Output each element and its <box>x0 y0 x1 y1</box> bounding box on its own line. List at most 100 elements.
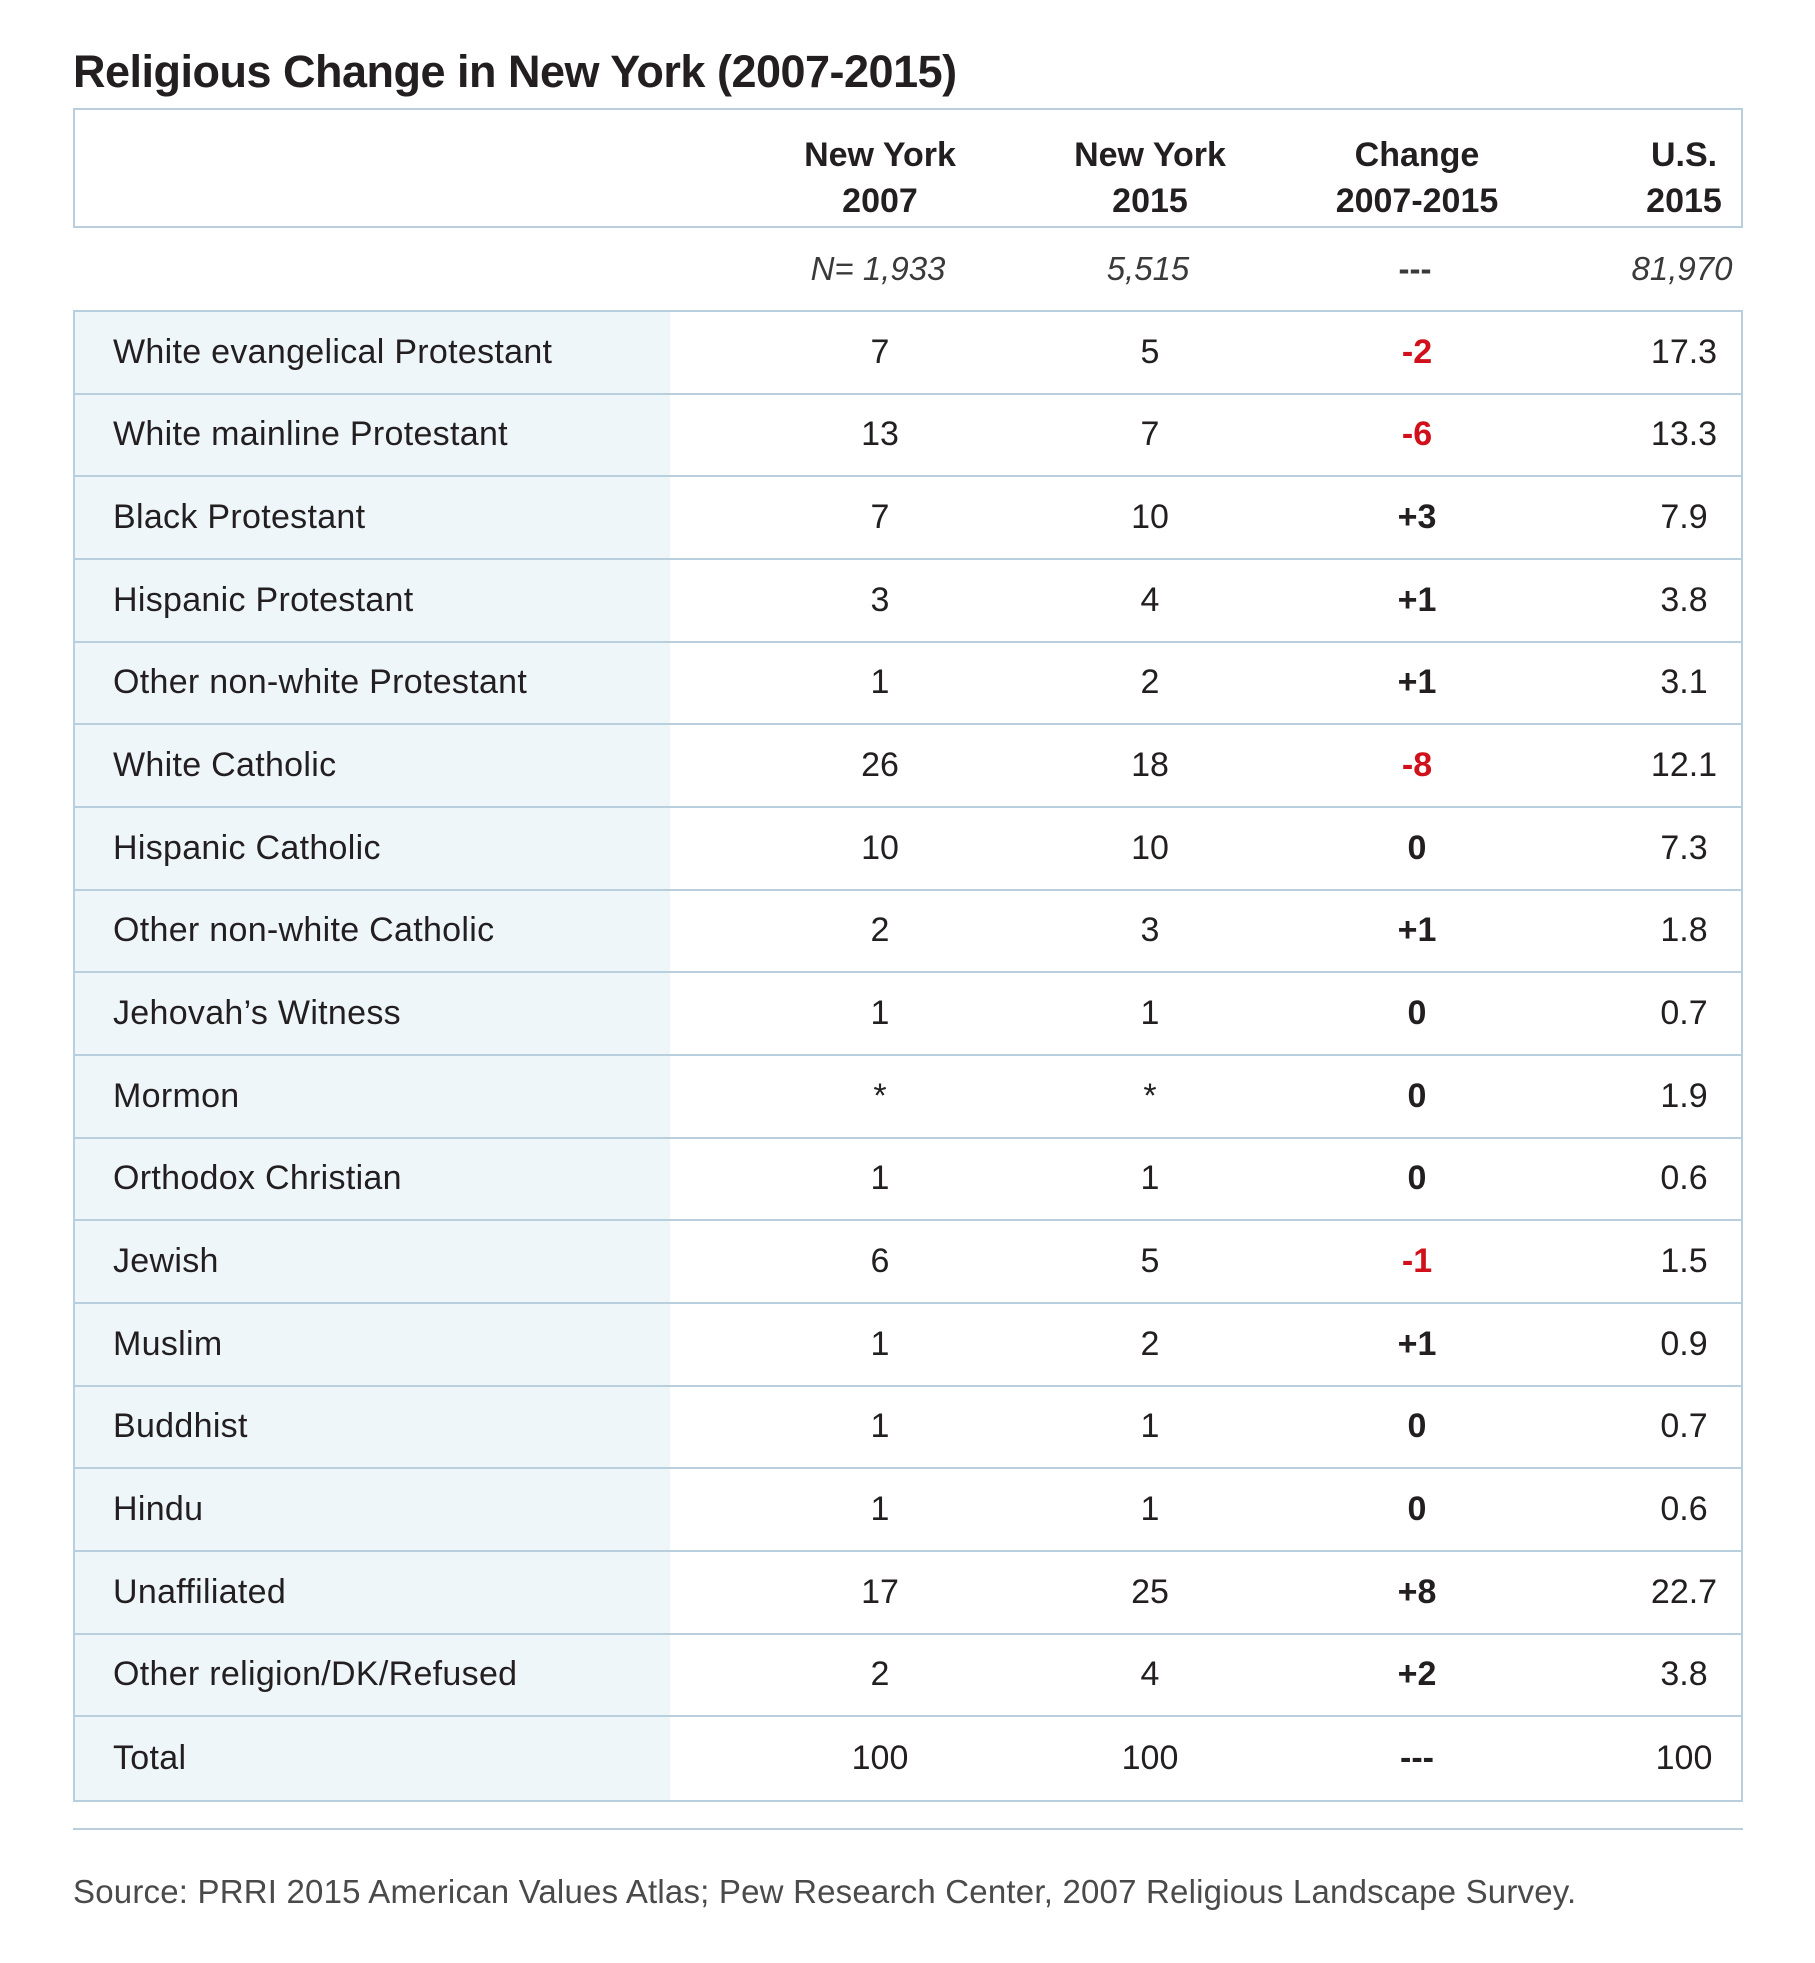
cell-ny2015: 25 <box>1131 1572 1169 1611</box>
row-label: Buddhist <box>113 1407 248 1446</box>
cell-ny2015: 100 <box>1121 1739 1179 1778</box>
table-row: Muslim 1 2 +1 0.9 <box>75 1304 1741 1387</box>
sample-size-ny2015: 5,515 <box>1106 250 1190 287</box>
cell-ny2007: 26 <box>861 746 899 785</box>
cell-change: +8 <box>1397 1572 1437 1611</box>
cell-ny2007: 2 <box>870 1655 890 1694</box>
sample-size-ny2007: N= 1,933 <box>810 250 946 287</box>
row-label: Mormon <box>113 1076 240 1115</box>
sample-size-row: N= 1,933 5,515 --- 81,970 <box>73 236 1743 306</box>
table-row: Hindu 1 1 0 0.6 <box>75 1469 1741 1552</box>
cell-us2015: 1.5 <box>1660 1242 1708 1281</box>
table-row: Total 100 100 --- 100 <box>75 1717 1741 1800</box>
cell-us2015: 22.7 <box>1650 1572 1718 1611</box>
table-row: Jehovah’s Witness 1 1 0 0.7 <box>75 973 1741 1056</box>
cell-change: +1 <box>1397 1324 1437 1363</box>
cell-ny2007: 13 <box>861 415 899 454</box>
cell-ny2007: 1 <box>870 1490 890 1529</box>
cell-us2015: 0.6 <box>1660 1490 1708 1529</box>
table-row: Unaffiliated 17 25 +8 22.7 <box>75 1552 1741 1635</box>
row-label: White evangelical Protestant <box>113 332 553 371</box>
row-label: Black Protestant <box>113 498 366 537</box>
cell-ny2007: 1 <box>870 1159 890 1198</box>
table-row: Other non-white Protestant 1 2 +1 3.1 <box>75 643 1741 726</box>
column-header-ny2015: New York 2015 <box>1015 132 1285 224</box>
row-label: Hispanic Catholic <box>113 828 381 867</box>
table-row: White Catholic 26 18 -8 12.1 <box>75 725 1741 808</box>
cell-ny2015: 1 <box>1140 994 1160 1033</box>
cell-ny2007: 1 <box>870 663 890 702</box>
column-header-line1: New York <box>804 136 956 174</box>
column-header-line1: New York <box>1074 136 1226 174</box>
cell-ny2015: 1 <box>1140 1407 1160 1446</box>
sample-size-change: --- <box>1398 250 1432 287</box>
cell-change: 0 <box>1407 1407 1427 1446</box>
cell-us2015: 7.3 <box>1660 828 1708 867</box>
table-row: Hispanic Protestant 3 4 +1 3.8 <box>75 560 1741 643</box>
cell-us2015: 3.1 <box>1660 663 1708 702</box>
cell-change: -6 <box>1401 415 1433 454</box>
cell-us2015: 0.6 <box>1660 1159 1708 1198</box>
column-header-change: Change 2007-2015 <box>1282 132 1552 224</box>
table-row: White evangelical Protestant 7 5 -2 17.3 <box>75 312 1741 395</box>
cell-us2015: 12.1 <box>1650 746 1718 785</box>
cell-us2015: 17.3 <box>1650 332 1718 371</box>
cell-ny2015: 18 <box>1131 746 1169 785</box>
column-header-line1: U.S. <box>1650 136 1718 174</box>
cell-change: +1 <box>1397 663 1437 702</box>
column-header-line2: 2015 <box>1646 182 1722 220</box>
cell-us2015: 0.7 <box>1660 994 1708 1033</box>
cell-ny2015: 4 <box>1140 1655 1160 1694</box>
cell-ny2007: 1 <box>870 994 890 1033</box>
cell-change: +1 <box>1397 580 1437 619</box>
cell-ny2007: 1 <box>870 1324 890 1363</box>
cell-ny2015: 1 <box>1140 1490 1160 1529</box>
cell-ny2015: 1 <box>1140 1159 1160 1198</box>
table-row: Other religion/DK/Refused 2 4 +2 3.8 <box>75 1635 1741 1718</box>
table-row: Buddhist 1 1 0 0.7 <box>75 1387 1741 1470</box>
cell-change: 0 <box>1407 828 1427 867</box>
cell-change: +1 <box>1397 911 1437 950</box>
cell-us2015: 13.3 <box>1650 415 1718 454</box>
cell-change: -2 <box>1401 332 1433 371</box>
cell-ny2015: 7 <box>1140 415 1160 454</box>
row-label: Unaffiliated <box>113 1572 287 1611</box>
row-label: Total <box>113 1739 187 1778</box>
column-header-line2: 2015 <box>1112 182 1188 220</box>
column-header-line2: 2007-2015 <box>1335 182 1499 220</box>
cell-ny2007: 7 <box>870 498 890 537</box>
cell-change: 0 <box>1407 1159 1427 1198</box>
cell-ny2007: 1 <box>870 1407 890 1446</box>
column-header-line1: Change <box>1354 136 1480 174</box>
table-row: Black Protestant 7 10 +3 7.9 <box>75 477 1741 560</box>
cell-ny2007: 7 <box>870 332 890 371</box>
table-title: Religious Change in New York (2007-2015) <box>73 46 957 97</box>
cell-ny2015: 4 <box>1140 580 1160 619</box>
label-column-background <box>75 312 670 1800</box>
row-label: Jehovah’s Witness <box>113 994 401 1033</box>
table-row: Jewish 6 5 -1 1.5 <box>75 1221 1741 1304</box>
cell-us2015: 1.9 <box>1660 1076 1708 1115</box>
cell-us2015: 3.8 <box>1660 1655 1708 1694</box>
column-header-row: New York 2007 New York 2015 Change 2007-… <box>73 108 1743 228</box>
cell-ny2007: 3 <box>870 580 890 619</box>
cell-us2015: 0.9 <box>1660 1324 1708 1363</box>
table-row: Other non-white Catholic 2 3 +1 1.8 <box>75 891 1741 974</box>
cell-ny2007: 17 <box>861 1572 899 1611</box>
cell-us2015: 7.9 <box>1660 498 1708 537</box>
cell-ny2007: 10 <box>861 828 899 867</box>
cell-ny2015: 5 <box>1140 332 1160 371</box>
row-label: Hindu <box>113 1490 204 1529</box>
data-table: White evangelical Protestant 7 5 -2 17.3 Whit… <box>73 310 1743 1802</box>
row-label: Orthodox Christian <box>113 1159 402 1198</box>
cell-ny2007: * <box>873 1076 887 1115</box>
source-note: Source: PRRI 2015 American Values Atlas;… <box>73 1873 1577 1910</box>
cell-us2015: 0.7 <box>1660 1407 1708 1446</box>
cell-us2015: 1.8 <box>1660 911 1708 950</box>
cell-change: +2 <box>1397 1655 1437 1694</box>
sample-size-us2015: 81,970 <box>1631 250 1733 287</box>
column-header-line2: 2007 <box>842 182 918 220</box>
table-row: Mormon * * 0 1.9 <box>75 1056 1741 1139</box>
cell-ny2015: 10 <box>1131 498 1169 537</box>
cell-ny2007: 6 <box>870 1242 890 1281</box>
